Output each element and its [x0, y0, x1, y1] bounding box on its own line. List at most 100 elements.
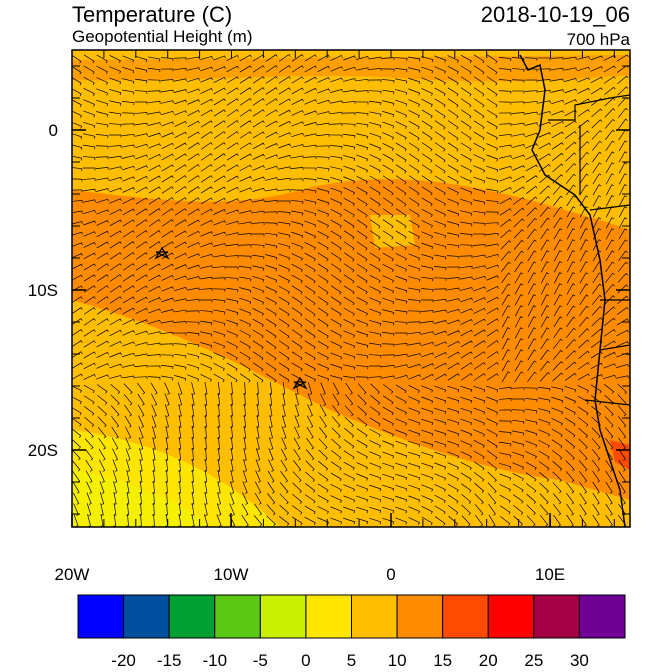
wind-barb: [395, 208, 407, 218]
wind-barb: [213, 55, 226, 61]
wind-barb: [112, 448, 118, 461]
wind-barb: [382, 89, 395, 95]
wind-barb: [553, 327, 563, 339]
wind-barb: [317, 111, 330, 115]
wind-barb: [369, 473, 382, 481]
wind-barb: [473, 131, 485, 141]
wind-barb: [552, 372, 564, 382]
wind-barb: [566, 250, 576, 262]
wind-barb: [137, 404, 145, 417]
wind-barb: [527, 261, 537, 273]
wind-barb: [552, 493, 562, 505]
wind-barb: [187, 230, 200, 238]
wind-barb: [369, 111, 382, 117]
wind-barb: [174, 275, 187, 281]
wind-barb: [408, 175, 420, 185]
wind-barb: [204, 503, 208, 516]
wind-barb: [121, 123, 135, 127]
wind-barb: [447, 340, 460, 347]
wind-barb: [434, 505, 446, 515]
wind-barb: [565, 471, 575, 483]
wind-barb: [148, 175, 161, 183]
wind-barb: [268, 448, 274, 461]
wind-barb: [553, 272, 563, 284]
wind-barb: [460, 407, 473, 415]
wind-barb: [381, 68, 395, 72]
wind-barb: [187, 219, 200, 227]
wind-barb: [138, 437, 144, 450]
wind-barb: [317, 88, 330, 94]
wind-barb: [278, 98, 291, 106]
wind-barb: [369, 462, 382, 470]
wind-barb: [592, 184, 602, 196]
wind-barb: [329, 145, 343, 149]
wind-barb: [174, 186, 187, 194]
wind-barb: [200, 175, 213, 183]
wind-barb: [552, 471, 562, 483]
wind-barb: [191, 458, 194, 472]
wind-barb: [252, 142, 265, 150]
wind-barb: [486, 87, 498, 97]
wind-barb: [213, 197, 226, 205]
wind-barb: [552, 361, 564, 371]
wind-barb: [217, 447, 220, 461]
wind-barb: [566, 294, 576, 306]
wind-barb: [564, 385, 577, 393]
wind-barb: [356, 122, 369, 128]
wind-barb: [108, 123, 122, 127]
wind-barb: [304, 188, 317, 194]
wind-barb: [99, 470, 105, 483]
wind-barb: [538, 100, 551, 104]
wind-barb: [447, 418, 460, 426]
wind-barb: [174, 219, 187, 227]
wind-barb: [96, 77, 108, 85]
wind-barb: [527, 360, 537, 372]
wind-barb: [499, 155, 512, 159]
wind-barb: [604, 405, 614, 417]
wind-barb: [473, 54, 485, 64]
wind-barb: [72, 340, 83, 348]
wind-barb: [356, 263, 368, 273]
wind-barb: [356, 330, 369, 338]
wind-barb: [161, 132, 174, 138]
wind-barb: [421, 109, 433, 119]
wind-barb: [395, 395, 407, 405]
wind-barb: [473, 165, 485, 173]
wind-barb: [474, 504, 484, 516]
wind-barb: [395, 473, 408, 481]
wind-barb: [265, 98, 278, 106]
wind-barb: [472, 222, 486, 226]
wind-barb: [329, 123, 343, 127]
wind-barb: [356, 241, 368, 251]
wind-barb: [550, 57, 564, 61]
wind-barb: [330, 111, 343, 115]
wind-barb: [590, 362, 603, 370]
wind-barb: [317, 166, 330, 172]
wind-barb: [304, 505, 316, 515]
wind-barb: [72, 385, 82, 393]
wind-barb: [460, 472, 472, 482]
wind-barb: [72, 88, 82, 97]
wind-barb: [200, 352, 213, 360]
wind-barb: [278, 166, 291, 170]
wind-barb: [135, 186, 148, 194]
wind-barb: [252, 362, 264, 372]
wind-barb: [382, 241, 394, 251]
wind-barb: [122, 285, 135, 293]
wind-barb: [395, 67, 408, 73]
wind-barb: [512, 197, 525, 205]
wind-barb: [383, 384, 394, 394]
wind-barb: [525, 461, 537, 471]
wind-barb: [187, 131, 200, 139]
wind-barb: [239, 76, 252, 84]
wind-barb: [553, 195, 563, 206]
wind-barb: [395, 462, 408, 470]
wind-barb: [148, 164, 161, 172]
wind-barb: [592, 195, 602, 207]
wind-barb: [239, 198, 252, 204]
wind-barb: [370, 394, 381, 405]
wind-barb: [256, 437, 260, 450]
wind-barb: [421, 120, 433, 130]
wind-barb: [307, 382, 313, 395]
wind-barb: [408, 506, 420, 514]
